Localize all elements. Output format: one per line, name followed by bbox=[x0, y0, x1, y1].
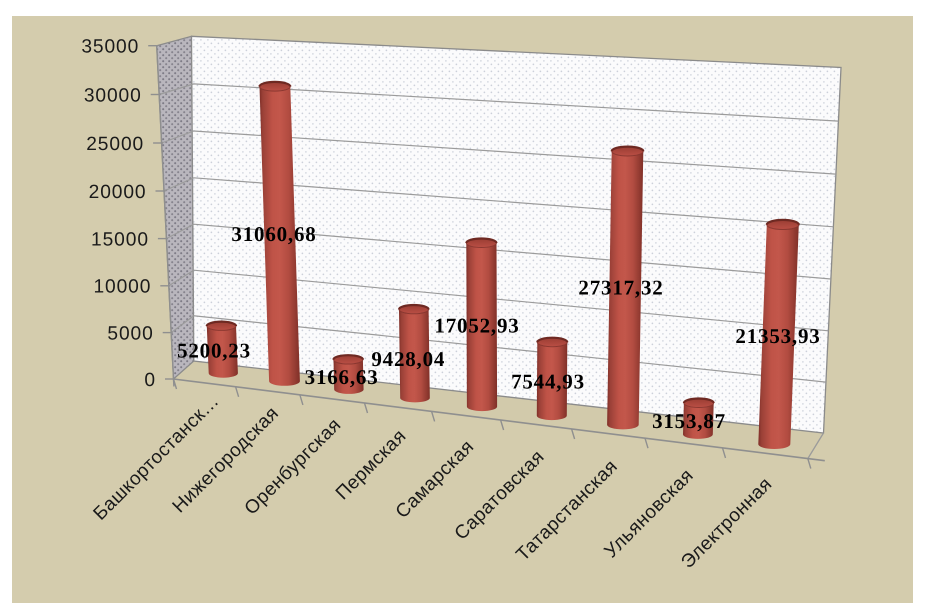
svg-text:9428,04: 9428,04 bbox=[371, 347, 445, 371]
svg-text:31060,68: 31060,68 bbox=[231, 222, 316, 246]
svg-text:3166,63: 3166,63 bbox=[305, 365, 379, 389]
svg-text:35000: 35000 bbox=[81, 37, 139, 58]
svg-text:30000: 30000 bbox=[84, 85, 142, 106]
svg-text:25000: 25000 bbox=[86, 134, 144, 155]
svg-text:20000: 20000 bbox=[89, 182, 147, 203]
svg-text:7544,93: 7544,93 bbox=[511, 370, 585, 394]
svg-text:5200,23: 5200,23 bbox=[177, 339, 251, 363]
svg-text:10000: 10000 bbox=[93, 277, 151, 298]
svg-text:27317,32: 27317,32 bbox=[578, 276, 663, 300]
svg-text:5000: 5000 bbox=[107, 323, 153, 344]
svg-text:21353,93: 21353,93 bbox=[735, 324, 820, 348]
svg-text:0: 0 bbox=[144, 370, 156, 391]
svg-text:3153,87: 3153,87 bbox=[652, 409, 726, 433]
svg-text:15000: 15000 bbox=[91, 229, 149, 250]
svg-text:17052,93: 17052,93 bbox=[434, 314, 519, 338]
